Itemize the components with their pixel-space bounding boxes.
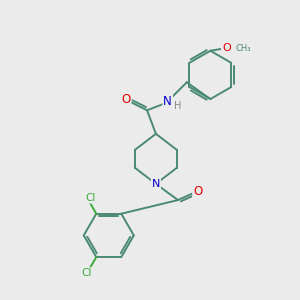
Text: N: N xyxy=(152,179,160,189)
Text: Cl: Cl xyxy=(85,193,95,203)
Text: O: O xyxy=(193,185,202,198)
Text: N: N xyxy=(163,95,172,108)
Text: Cl: Cl xyxy=(81,268,92,278)
Text: H: H xyxy=(174,101,181,111)
Text: CH₃: CH₃ xyxy=(236,44,251,53)
Text: O: O xyxy=(222,43,231,53)
Text: O: O xyxy=(121,93,130,106)
